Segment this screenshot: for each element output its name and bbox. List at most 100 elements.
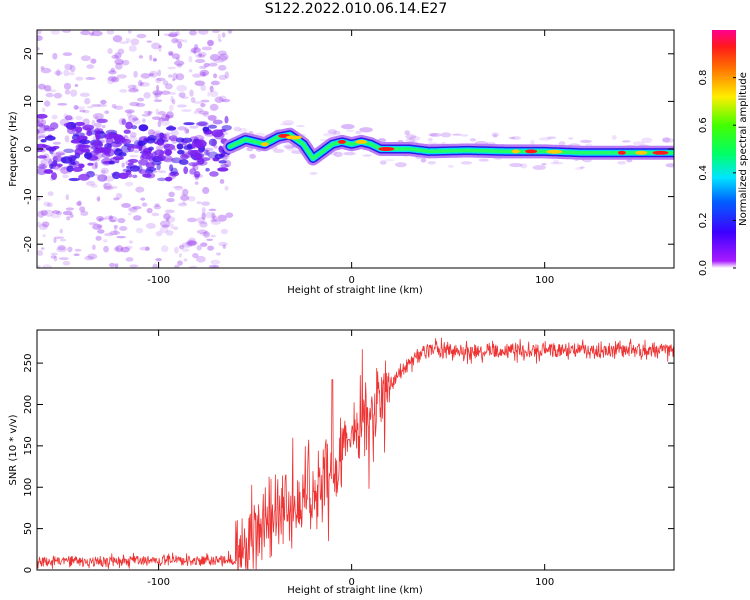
noise-blob — [209, 85, 214, 93]
band-blob — [207, 124, 217, 129]
band-blob — [145, 155, 155, 161]
noise-blob — [73, 105, 79, 110]
noise-blob — [126, 110, 133, 118]
noise-blob — [201, 71, 207, 78]
noise-blob — [121, 59, 130, 66]
band-blob — [183, 166, 189, 175]
band-blob — [143, 137, 148, 145]
band-blob — [79, 139, 91, 145]
noise-blob — [56, 246, 68, 253]
noise-blob — [47, 191, 54, 197]
noise-blob — [180, 192, 185, 196]
noise-blob — [53, 237, 57, 244]
noise-blob — [192, 73, 202, 78]
noise-blob — [180, 194, 190, 201]
noise-blob — [155, 230, 163, 237]
noise-blob — [187, 240, 198, 246]
noise-blob — [155, 108, 159, 116]
noise-blob — [213, 59, 224, 63]
noise-blob — [129, 206, 138, 213]
noise-blob — [58, 152, 66, 156]
spread-blob — [492, 133, 498, 138]
spread-blob — [333, 151, 343, 158]
noise-blob — [207, 115, 217, 121]
band-blob — [70, 161, 77, 166]
noise-blob — [138, 55, 143, 59]
noise-blob — [103, 182, 112, 190]
noise-blob — [114, 52, 122, 60]
noise-blob — [79, 109, 86, 113]
noise-blob — [128, 45, 137, 52]
spread-blob — [520, 163, 528, 169]
noise-blob — [189, 30, 197, 36]
band-blob — [221, 124, 232, 131]
spread-blob — [469, 138, 477, 142]
noise-blob — [173, 264, 180, 268]
band-blob — [129, 165, 141, 172]
spread-blob — [408, 135, 421, 141]
noise-blob — [127, 84, 137, 90]
noise-blob — [74, 84, 79, 88]
noise-blob — [193, 101, 204, 104]
snr-series-line — [37, 337, 674, 570]
noise-blob — [107, 185, 119, 189]
band-blob — [37, 165, 48, 169]
y-tick-label: 10 — [23, 95, 34, 108]
band-blob — [157, 177, 167, 182]
spread-blob — [575, 167, 583, 171]
noise-blob — [59, 228, 63, 234]
band-blob — [164, 176, 173, 182]
noise-blob — [96, 196, 101, 202]
track-hotspot — [260, 142, 269, 147]
noise-blob — [85, 77, 96, 80]
noise-blob — [44, 85, 51, 92]
noise-blob — [209, 90, 219, 98]
spread-blob — [309, 172, 318, 175]
noise-blob — [40, 209, 48, 216]
noise-blob — [225, 212, 234, 218]
noise-blob — [43, 201, 51, 207]
noise-blob — [98, 218, 102, 222]
noise-blob — [157, 69, 162, 77]
noise-blob — [203, 147, 214, 152]
spread-blob — [617, 160, 627, 165]
band-blob — [51, 172, 58, 181]
band-blob — [105, 132, 115, 138]
band-blob — [105, 129, 118, 135]
spread-blob — [621, 140, 631, 143]
band-blob — [145, 137, 156, 144]
colorbar: 0.0 0.2 0.4 0.6 0.8 Normalized spectral ampl… — [698, 30, 749, 276]
band-blob — [86, 130, 93, 137]
noise-blob — [94, 122, 102, 128]
noise-blob — [168, 91, 177, 95]
band-blob — [137, 159, 149, 166]
spread-blob — [427, 137, 433, 142]
noise-blob — [98, 217, 107, 221]
band-blob — [118, 152, 127, 157]
noise-blob — [80, 55, 91, 62]
noise-blob — [217, 55, 228, 62]
noise-blob — [157, 111, 166, 116]
noise-blob — [153, 205, 162, 210]
noise-blob — [161, 224, 170, 228]
noise-blob — [206, 238, 214, 242]
noise-blob — [142, 118, 146, 123]
noise-blob — [188, 55, 193, 63]
noise-blob — [169, 104, 174, 112]
noise-blob — [213, 145, 218, 149]
spread-blob — [333, 130, 341, 136]
y-tick-label: 200 — [23, 395, 34, 414]
band-blob — [168, 135, 178, 142]
noise-blob — [50, 252, 58, 256]
noise-blob — [147, 111, 152, 116]
spread-blob — [662, 138, 674, 144]
noise-blob — [44, 100, 51, 107]
band-blob — [123, 129, 131, 134]
noise-blob — [181, 109, 192, 112]
snr-y-axis-label: SNR (10 * v/v) — [8, 414, 19, 485]
band-blob — [37, 155, 48, 159]
band-blob — [68, 177, 81, 182]
track-hotspot — [285, 135, 302, 140]
band-blob — [145, 167, 157, 172]
track-hotspot — [652, 150, 669, 155]
